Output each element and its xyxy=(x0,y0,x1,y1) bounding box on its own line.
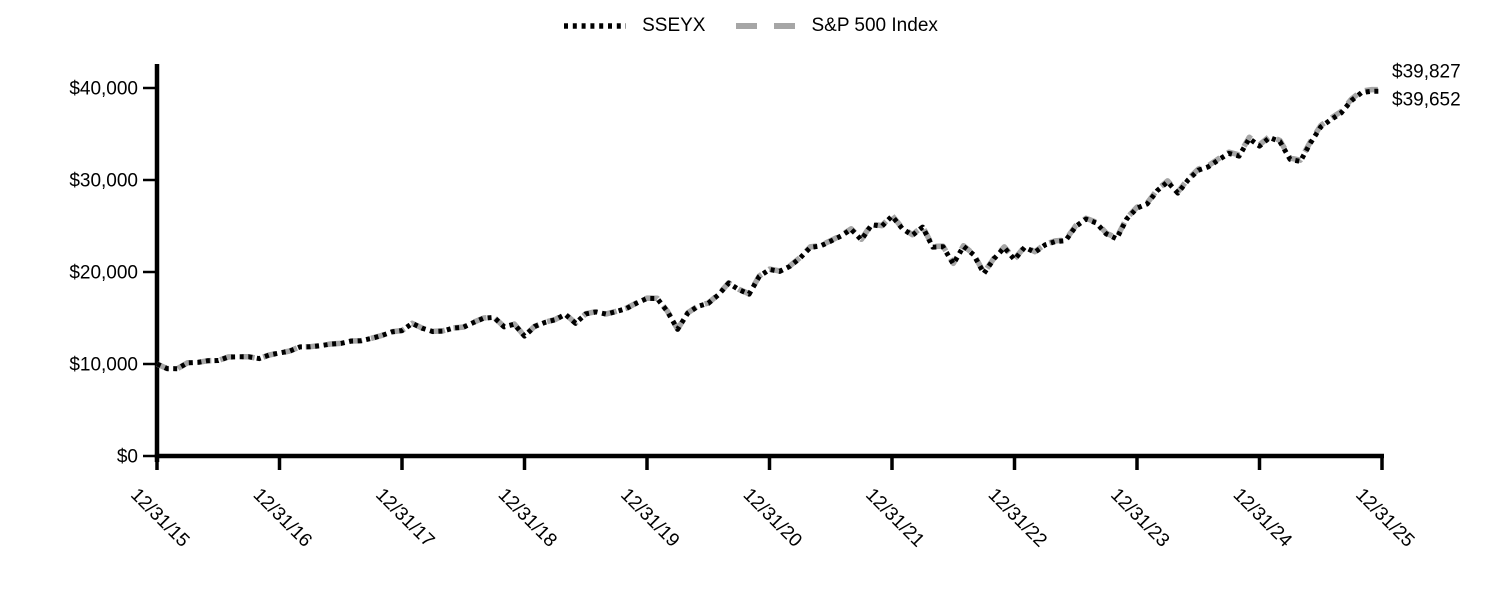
end-value-label: $39,652 xyxy=(1392,90,1461,111)
x-tick-label: 12/31/15 xyxy=(126,484,193,551)
y-tick-label: $40,000 xyxy=(69,79,138,100)
x-tick-label: 12/31/16 xyxy=(249,484,316,551)
y-tick-label: $10,000 xyxy=(69,355,138,376)
x-tick-label: 12/31/20 xyxy=(739,484,806,551)
legend-label-sp500: S&P 500 Index xyxy=(811,15,938,36)
dashed-line-icon xyxy=(736,23,797,29)
x-tick-label: 12/31/23 xyxy=(1106,484,1173,551)
y-tick-label: $0 xyxy=(117,447,138,468)
x-tick-label: 12/31/22 xyxy=(984,484,1051,551)
legend-label-sseyx: SSEYX xyxy=(642,15,706,36)
legend-item-sp500: S&P 500 Index xyxy=(735,15,938,37)
end-value-label: $39,827 xyxy=(1392,62,1461,83)
series-line-sseyx xyxy=(155,88,1382,372)
dotted-line-icon xyxy=(564,23,627,29)
y-tick-label: $30,000 xyxy=(69,171,138,192)
y-tick-label: $20,000 xyxy=(69,263,138,284)
series-line-sp500 xyxy=(155,86,1382,372)
x-tick-label: 12/31/19 xyxy=(616,484,683,551)
x-tick-label: 12/31/17 xyxy=(371,484,438,551)
x-tick-label: 12/31/21 xyxy=(861,484,928,551)
chart-legend: SSEYX S&P 500 Index xyxy=(0,10,1500,42)
x-tick-label: 12/31/18 xyxy=(494,484,561,551)
x-tick-label: 12/31/24 xyxy=(1229,484,1296,551)
x-tick-label: 12/31/25 xyxy=(1351,484,1418,551)
legend-item-sseyx: SSEYX xyxy=(562,15,705,37)
